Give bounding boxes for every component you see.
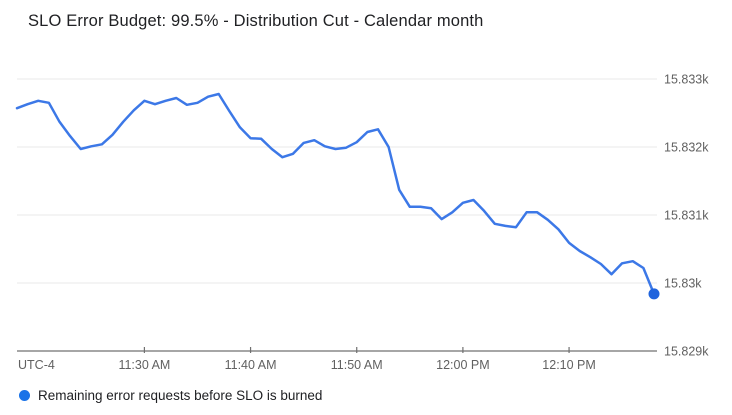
x-tick-label: 12:10 PM xyxy=(542,358,596,372)
series-line[interactable] xyxy=(15,92,656,296)
y-tick-label: 15.832k xyxy=(664,141,709,155)
y-tick-label: 15.83k xyxy=(664,277,702,291)
x-tick-label: 12:00 PM xyxy=(436,358,490,372)
y-tick-label: 15.833k xyxy=(664,73,709,87)
x-tick-label: 11:30 AM xyxy=(118,358,170,372)
x-tick-label: 11:50 AM xyxy=(331,358,383,372)
legend-item[interactable]: Remaining error requests before SLO is b… xyxy=(19,388,322,403)
x-tick-label: 11:40 AM xyxy=(225,358,277,372)
y-tick-label: 15.831k xyxy=(664,209,709,223)
chart-title: SLO Error Budget: 99.5% - Distribution C… xyxy=(28,12,484,30)
series-endpoint-marker xyxy=(648,288,660,300)
y-tick-label: 15.829k xyxy=(664,345,709,359)
timezone-label: UTC-4 xyxy=(18,358,55,372)
legend-label: Remaining error requests before SLO is b… xyxy=(38,388,323,403)
legend-marker-icon xyxy=(19,390,30,401)
